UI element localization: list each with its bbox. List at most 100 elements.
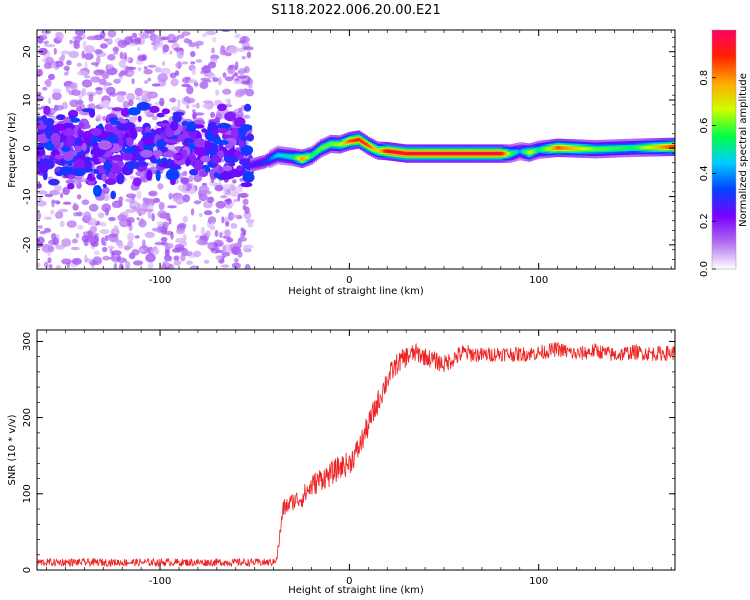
heatmap-cell — [128, 43, 137, 47]
heatmap-cell — [170, 78, 179, 87]
heatmap-cell — [54, 154, 64, 160]
heatmap-cell — [95, 87, 103, 91]
heatmap-cell — [192, 111, 197, 120]
heatmap-cell — [54, 185, 62, 192]
heatmap-cell — [141, 201, 149, 211]
heatmap-cell — [117, 39, 128, 48]
heatmap-cell — [96, 55, 101, 65]
heatmap-cell — [452, 151, 456, 156]
heatmap-cell — [418, 151, 421, 156]
heatmap-cell — [407, 151, 410, 156]
heatmap-cell — [38, 196, 42, 203]
heatmap-cell — [215, 140, 229, 145]
heatmap-cell — [116, 123, 128, 131]
heatmap-cell — [246, 51, 252, 59]
heatmap-cell — [594, 147, 597, 151]
heatmap-cell — [51, 91, 62, 101]
heatmap-cell — [62, 201, 72, 205]
heatmap-cell — [94, 49, 103, 55]
heatmap-cell — [219, 232, 223, 238]
heatmap-cell — [110, 120, 121, 125]
heatmap-cell — [107, 54, 116, 61]
heatmap-cell — [393, 150, 397, 154]
heatmap-cell — [233, 116, 246, 128]
heatmap-cell — [107, 245, 115, 250]
heatmap-cell — [37, 111, 41, 117]
heatmap-cell — [166, 158, 173, 169]
heatmap-cell — [528, 150, 531, 155]
heatmap-cell — [58, 208, 69, 213]
heatmap-cell — [198, 212, 203, 218]
y-tick-label: 300 — [22, 332, 33, 351]
heatmap-cell — [89, 225, 98, 234]
heatmap-cell — [111, 155, 124, 161]
heatmap-cell — [484, 151, 488, 156]
heatmap-cell — [39, 230, 47, 235]
heatmap-cell — [230, 127, 239, 139]
heatmap-cell — [303, 156, 306, 160]
heatmap-cell — [329, 142, 332, 146]
heatmap-cell — [164, 249, 170, 257]
heatmap-cell — [78, 122, 85, 129]
heatmap-cell — [234, 61, 239, 71]
heatmap-cell — [482, 151, 486, 156]
heatmap-cell — [73, 176, 82, 180]
heatmap-cell — [664, 145, 668, 149]
heatmap-cell — [509, 151, 512, 156]
heatmap-cell — [151, 213, 155, 222]
heatmap-cell — [43, 105, 51, 115]
heatmap-cell — [445, 151, 448, 156]
heatmap-cell — [151, 83, 161, 87]
heatmap-cell — [217, 122, 231, 130]
heatmap-cell — [255, 162, 259, 166]
heatmap-cell — [448, 151, 452, 156]
heatmap-cell — [568, 146, 571, 150]
heatmap-cell — [207, 216, 217, 225]
heatmap-cell — [69, 83, 76, 89]
heatmap-cell — [467, 151, 471, 156]
heatmap-cell — [107, 30, 117, 38]
heatmap-cell — [207, 72, 216, 79]
heatmap-cell — [392, 150, 395, 154]
heatmap-cell — [147, 64, 157, 68]
heatmap-cell — [45, 56, 54, 64]
heatmap-cell — [111, 202, 119, 209]
heatmap-cell — [238, 107, 242, 113]
heatmap-cell — [195, 59, 203, 63]
heatmap-cell — [289, 155, 293, 159]
heatmap-cell — [48, 73, 55, 81]
heatmap-cell — [532, 149, 535, 154]
heatmap-cell — [37, 236, 45, 245]
heatmap-cell — [617, 146, 620, 151]
heatmap-cell — [87, 104, 93, 109]
heatmap-cell — [136, 217, 140, 221]
heatmap-cell — [352, 138, 355, 143]
heatmap-cell — [63, 141, 69, 148]
heatmap-cell — [122, 147, 134, 154]
heatmap-cell — [645, 145, 649, 150]
heatmap-cell — [346, 140, 349, 144]
heatmap-cell — [128, 99, 134, 107]
heatmap-cell — [133, 260, 143, 266]
heatmap-cell — [178, 222, 187, 229]
heatmap-cell — [102, 82, 113, 86]
heatmap-cell — [37, 157, 40, 163]
heatmap-cell — [225, 149, 238, 158]
heatmap-cell — [63, 72, 69, 76]
heatmap-cell — [160, 213, 168, 219]
heatmap-cell — [579, 147, 582, 151]
heatmap-cell — [142, 239, 146, 249]
heatmap-cell — [99, 222, 107, 227]
heatmap-cell — [515, 150, 518, 154]
heatmap-cell — [45, 78, 52, 88]
heatmap-cell — [545, 147, 548, 151]
heatmap-cell — [198, 193, 208, 202]
heatmap-cell — [103, 241, 107, 247]
heatmap-cell — [374, 148, 378, 152]
heatmap-cell — [113, 262, 118, 269]
heatmap-cell — [132, 177, 142, 187]
heatmap-cell — [154, 67, 162, 73]
heatmap-cell — [215, 255, 223, 261]
heatmap-cell — [50, 209, 55, 215]
